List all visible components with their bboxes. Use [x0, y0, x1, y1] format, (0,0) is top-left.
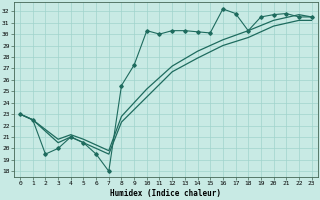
X-axis label: Humidex (Indice chaleur): Humidex (Indice chaleur) [110, 189, 221, 198]
